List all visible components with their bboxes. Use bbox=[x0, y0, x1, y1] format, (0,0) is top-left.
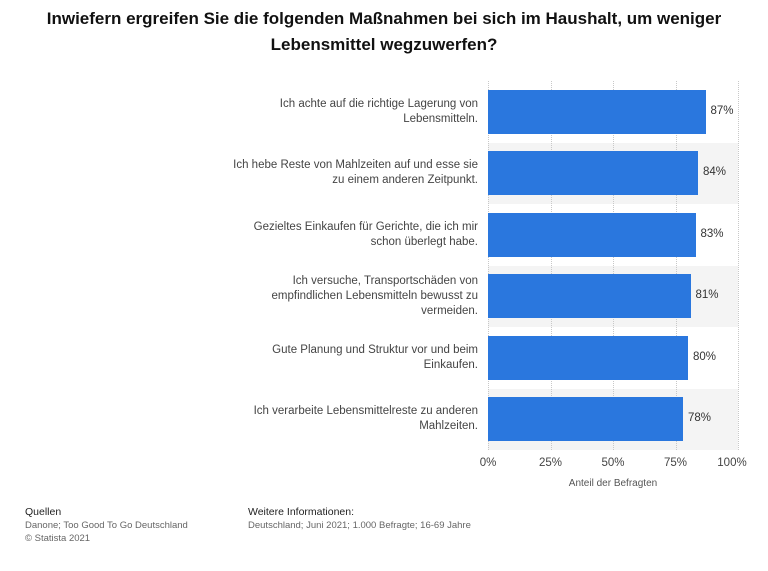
value-label: 84% bbox=[703, 166, 727, 179]
info-text: Deutschland; Juni 2021; 1.000 Befragte; … bbox=[248, 520, 471, 531]
category-label-line: vermeiden. bbox=[421, 304, 478, 317]
category-label-line: Ich verarbeite Lebensmittelreste zu ande… bbox=[253, 405, 478, 418]
gridline bbox=[613, 81, 614, 450]
category-label-line: schon überlegt habe. bbox=[370, 235, 478, 248]
gridline bbox=[738, 81, 739, 450]
chart-title: Inwiefern ergreifen Sie die folgenden Ma… bbox=[46, 9, 722, 54]
bar bbox=[488, 274, 691, 319]
value-label: 80% bbox=[693, 350, 717, 363]
sources-line-2: © Statista 2021 bbox=[25, 533, 91, 544]
category-label-line: Ich hebe Reste von Mahlzeiten auf und es… bbox=[233, 159, 478, 172]
value-label: 78% bbox=[688, 412, 712, 425]
x-tick-label: 75% bbox=[663, 457, 688, 469]
bar bbox=[488, 151, 698, 196]
value-label: 87% bbox=[710, 104, 734, 117]
value-label: 81% bbox=[695, 289, 719, 302]
value-label: 83% bbox=[700, 227, 724, 240]
category-label: Gute Planung und Struktur vor und beim Ei… bbox=[210, 343, 478, 373]
category-label-line: Lebensmitteln. bbox=[403, 112, 478, 125]
category-label-line: Gezieltes Einkaufen für Gerichte, die ic… bbox=[253, 220, 478, 233]
gridline bbox=[676, 81, 677, 450]
category-label-line: zu einem anderen Zeitpunkt. bbox=[332, 174, 478, 187]
sources-heading: Quellen bbox=[25, 506, 62, 518]
category-label: Ich versuche, Transportschäden von empfin… bbox=[210, 274, 478, 319]
x-axis-title: Anteil der Befragten bbox=[568, 478, 658, 489]
bar bbox=[488, 89, 706, 134]
x-tick-label: 0% bbox=[479, 457, 497, 469]
gridline bbox=[488, 81, 489, 450]
bar bbox=[488, 397, 683, 442]
category-label-line: Ich versuche, Transportschäden von bbox=[292, 274, 478, 287]
category-label-line: Einkaufen. bbox=[423, 358, 478, 371]
x-tick-label: 25% bbox=[538, 457, 563, 469]
category-label-line: Mahlzeiten. bbox=[419, 420, 478, 433]
category-label: Ich hebe Reste von Mahlzeiten auf und es… bbox=[210, 158, 478, 188]
info-heading: Weitere Informationen: bbox=[248, 506, 355, 518]
bar bbox=[488, 335, 688, 380]
category-label: Ich verarbeite Lebensmittelreste zu ande… bbox=[210, 404, 478, 434]
bar bbox=[488, 212, 696, 257]
category-label-line: Ich achte auf die richtige Lagerung von bbox=[279, 97, 478, 110]
category-label-line: Gute Planung und Struktur vor und beim bbox=[272, 343, 478, 356]
x-tick-label: 50% bbox=[601, 457, 625, 469]
gridline bbox=[551, 81, 552, 450]
sources-line-1: Danone; Too Good To Go Deutschland bbox=[25, 520, 188, 531]
category-label: Gezieltes Einkaufen für Gerichte, die ic… bbox=[210, 220, 478, 250]
category-label-line: empfindlichen Lebensmitteln bewusst zu bbox=[271, 289, 478, 302]
x-tick-label: 100% bbox=[717, 457, 747, 469]
category-label: Ich achte auf die richtige Lagerung von L… bbox=[210, 97, 478, 127]
